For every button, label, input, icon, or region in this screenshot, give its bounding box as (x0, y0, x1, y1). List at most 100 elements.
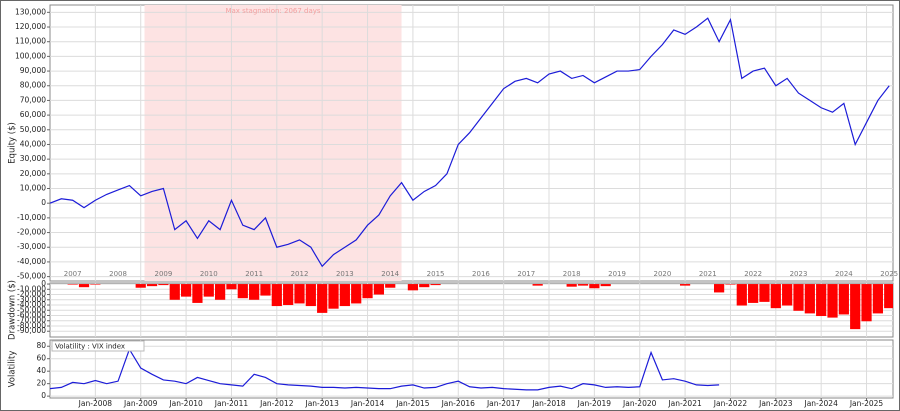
y-tick-label: -20,000 (17, 228, 46, 237)
y-tick-label: 30,000 (20, 154, 46, 163)
drawdown-bar (589, 284, 600, 289)
legend-box (51, 340, 145, 352)
plot-area (50, 340, 893, 398)
x-tick-label: Jan-2012 (259, 399, 294, 408)
drawdown-bar (827, 284, 838, 318)
drawdown-bar (192, 284, 203, 303)
x-tick-label: Jan-2009 (123, 399, 158, 408)
year-label: 2015 (427, 270, 445, 278)
year-label: 2010 (200, 270, 218, 278)
y-tick-label: 120,000 (15, 22, 46, 31)
y-tick-label: 20,000 (20, 169, 46, 178)
y-tick-label: 60 (36, 354, 46, 363)
year-label: 2018 (563, 270, 581, 278)
drawdown-bar (169, 284, 180, 300)
drawdown-bar (226, 284, 237, 290)
drawdown-bar (679, 284, 691, 286)
drawdown-bar (577, 284, 589, 286)
x-tick-label: Jan-2023 (758, 399, 793, 408)
year-label: 2022 (744, 270, 762, 278)
y-tick-label: -20,000 (17, 290, 46, 299)
drawdown-bar (78, 284, 90, 288)
y-tick-label: -90,000 (17, 326, 46, 335)
y-tick-label: 40 (36, 366, 46, 375)
drawdown-bar (419, 284, 430, 288)
plot-area (50, 283, 893, 337)
year-label: 2013 (336, 270, 354, 278)
y-tick-label: -60,000 (17, 311, 46, 320)
drawdown-bar (260, 284, 271, 296)
year-label: 2021 (699, 270, 717, 278)
drawdown-bar (532, 284, 543, 286)
drawdown-bar (838, 284, 849, 315)
drawdown-bar (90, 284, 101, 285)
x-tick-label: Jan-2011 (214, 399, 249, 408)
x-tick-label: Jan-2010 (168, 399, 203, 408)
x-tick-label: Jan-2025 (849, 399, 884, 408)
drawdown-bar (861, 284, 872, 322)
year-label: 2020 (653, 270, 671, 278)
drawdown-bar (748, 284, 759, 303)
y-tick-label: 60,000 (20, 110, 46, 119)
y-tick-label: -10,000 (17, 284, 46, 293)
drawdown-bar (759, 284, 770, 302)
x-tick-label: Jan-2022 (713, 399, 748, 408)
y-axis-label: Volatility (8, 351, 18, 388)
year-label: 2025 (880, 270, 898, 278)
drawdown-bar (373, 284, 384, 295)
y-tick-label: 40,000 (20, 139, 46, 148)
y-tick-label: 0 (41, 391, 46, 400)
drawdown-bar (215, 284, 226, 300)
x-tick-label: Jan-2016 (441, 399, 476, 408)
drawdown-bar (180, 284, 192, 297)
year-label: 2011 (245, 270, 263, 278)
drawdown-bar (339, 284, 350, 307)
y-tick-label: -50,000 (17, 272, 46, 281)
y-tick-label: 0 (41, 279, 46, 288)
y-tick-label: 90,000 (20, 66, 46, 75)
annotation: Max stagnation: 2067 days (225, 7, 320, 15)
y-tick-label: -30,000 (17, 242, 46, 251)
series-line (50, 17, 890, 268)
drawdown-bar (816, 284, 827, 317)
y-tick-label: 10,000 (20, 184, 46, 193)
drawdown-bar (872, 284, 883, 314)
drawdown-bar (725, 284, 736, 285)
drawdown-bar (362, 284, 373, 299)
year-label: 2024 (835, 270, 853, 278)
y-tick-label: -40,000 (17, 257, 46, 266)
y-tick-label: -30,000 (17, 295, 46, 304)
series-line (50, 347, 720, 391)
plot-area (50, 5, 893, 281)
year-label: 2007 (64, 270, 82, 278)
drawdown-bar (884, 284, 893, 309)
x-tick-label: Jan-2018 (531, 399, 566, 408)
y-tick-label: 0 (41, 198, 46, 207)
x-tick-label: Jan-2019 (577, 399, 612, 408)
drawdown-bar (600, 284, 611, 287)
y-tick-label: 130,000 (15, 7, 46, 16)
drawdown-bar (782, 284, 793, 306)
year-label: 2009 (154, 270, 172, 278)
x-tick-label: Jan-2020 (622, 399, 657, 408)
drawdown-bar (351, 284, 362, 304)
y-tick-label: 20 (36, 379, 46, 388)
year-label: 2008 (109, 270, 127, 278)
x-tick-label: Jan-2021 (667, 399, 702, 408)
drawdown-bar (566, 284, 577, 287)
drawdown-bar (317, 284, 328, 313)
year-label: 2014 (381, 270, 399, 278)
y-tick-label: -10,000 (17, 213, 46, 222)
y-tick-label: -80,000 (17, 321, 46, 330)
drawdown-bar (158, 284, 169, 286)
x-tick-label: Jan-2024 (803, 399, 838, 408)
drawdown-bar (385, 284, 396, 288)
year-label: 2016 (472, 270, 490, 278)
y-tick-label: 50,000 (20, 125, 46, 134)
x-tick-label: Jan-2017 (486, 399, 521, 408)
y-tick-label: 80 (36, 341, 46, 350)
stagnation-shade (144, 5, 402, 281)
drawdown-bar (770, 284, 781, 309)
drawdown-bar (135, 284, 146, 288)
